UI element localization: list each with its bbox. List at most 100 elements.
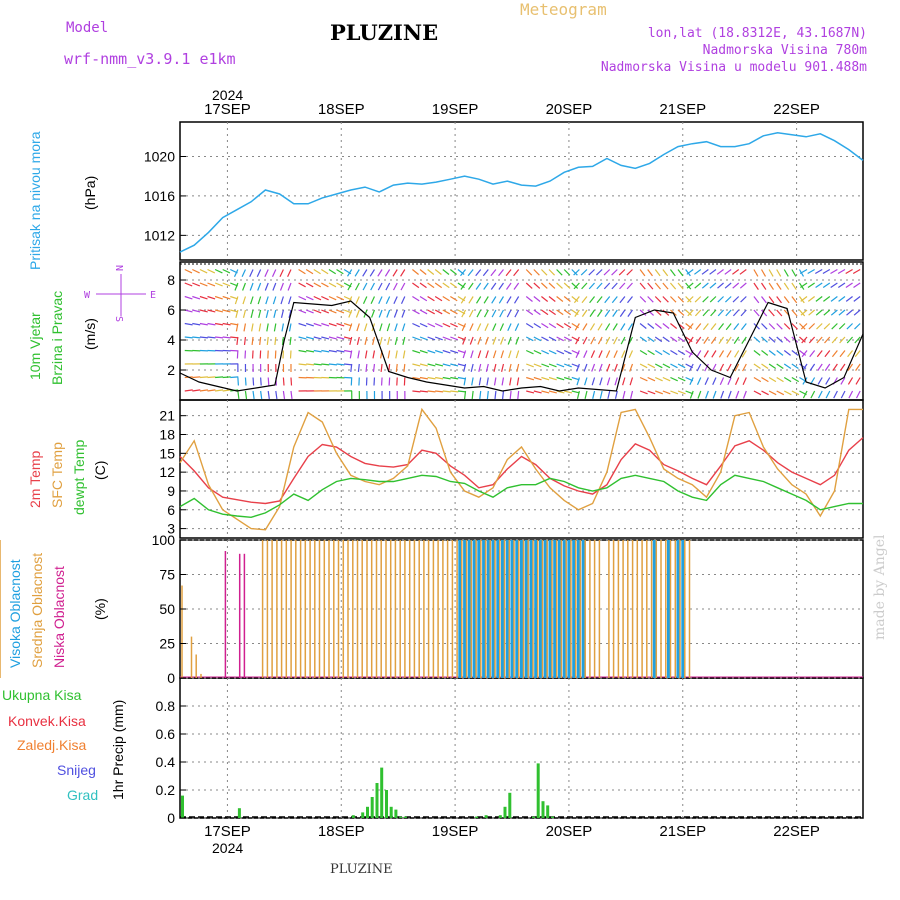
wind-barb bbox=[516, 363, 520, 372]
wind-barb bbox=[817, 363, 823, 371]
wind-barb bbox=[814, 268, 823, 275]
wind-barb bbox=[704, 377, 709, 386]
wind-barb bbox=[207, 389, 216, 392]
wind-barb bbox=[800, 323, 808, 330]
pressure-tick-label: 1016 bbox=[144, 188, 175, 204]
wind-barb bbox=[471, 390, 474, 400]
wind-barb bbox=[412, 390, 421, 393]
wind-barb bbox=[783, 282, 790, 290]
wind-barb bbox=[695, 323, 702, 331]
wind-barb bbox=[573, 282, 580, 290]
wind-barb bbox=[563, 363, 572, 368]
wind-compass: N S W E bbox=[84, 265, 156, 322]
wind-barb bbox=[412, 269, 419, 275]
wind-barb bbox=[541, 390, 550, 394]
wind-barb bbox=[222, 336, 231, 339]
day-label-bottom: 18SEP bbox=[318, 823, 365, 840]
precip-total-bar bbox=[394, 809, 398, 818]
wind-barb bbox=[251, 323, 254, 332]
wind-barb bbox=[346, 269, 353, 277]
wind-barb bbox=[816, 323, 823, 330]
wind-barb bbox=[724, 282, 732, 289]
wind-barb bbox=[687, 296, 694, 303]
wind-barb bbox=[853, 309, 861, 316]
wind-barb bbox=[809, 350, 816, 358]
wind-barb bbox=[596, 282, 603, 290]
model-name: wrf-nmm_v3.9.1 e1km bbox=[64, 50, 236, 68]
wind-barb bbox=[492, 323, 497, 332]
wind-barb bbox=[598, 350, 603, 359]
wind-barb bbox=[287, 269, 292, 278]
wind-barb bbox=[313, 295, 322, 301]
wind-barb bbox=[419, 390, 428, 393]
wind-barb bbox=[596, 296, 603, 304]
wind-barb bbox=[670, 336, 678, 343]
wind-barb bbox=[281, 336, 284, 345]
wind-barb bbox=[298, 295, 307, 301]
wind-barb bbox=[685, 296, 692, 303]
wind-barb bbox=[207, 309, 216, 313]
wind-barb bbox=[222, 309, 231, 313]
wind-barb bbox=[450, 390, 459, 393]
wind-barb bbox=[199, 295, 208, 300]
wind-barb bbox=[541, 309, 549, 316]
wind-barb bbox=[274, 336, 277, 345]
wind-barb bbox=[525, 349, 534, 355]
wind-barb bbox=[702, 323, 709, 331]
wind-barb bbox=[639, 349, 648, 356]
wind-barb bbox=[457, 376, 466, 380]
wind-barb bbox=[791, 309, 798, 317]
wind-barb bbox=[622, 390, 626, 399]
wind-barb bbox=[855, 390, 861, 399]
wind-barb bbox=[717, 296, 724, 303]
wind-barb bbox=[732, 269, 740, 275]
wind-barb bbox=[412, 309, 420, 315]
wind-barb bbox=[753, 309, 760, 317]
wind-barb bbox=[370, 282, 375, 291]
pressure-tick-label: 1012 bbox=[144, 227, 175, 243]
wind-barb bbox=[207, 268, 216, 274]
wind-barb bbox=[515, 336, 520, 345]
wind-barb bbox=[233, 269, 239, 278]
wind-barb bbox=[719, 363, 725, 372]
wind-barb bbox=[685, 282, 692, 290]
wind-barb bbox=[837, 282, 846, 288]
wind-barb bbox=[802, 390, 808, 399]
wind-barb bbox=[541, 363, 550, 368]
wind-barb bbox=[732, 282, 740, 289]
wind-barb bbox=[235, 323, 239, 332]
pressure-tick-label: 1020 bbox=[144, 149, 175, 165]
wind-barb bbox=[533, 349, 542, 355]
day-label-bottom: 19SEP bbox=[432, 823, 479, 840]
wind-barb bbox=[753, 336, 761, 343]
wind-barb bbox=[328, 282, 337, 288]
day-label-top: 17SEP bbox=[204, 101, 251, 118]
wind-barb bbox=[852, 268, 861, 275]
wind-barb bbox=[336, 349, 345, 353]
wind-barb bbox=[379, 323, 383, 332]
wind-barb bbox=[619, 282, 626, 290]
wind-barb bbox=[654, 296, 662, 303]
wind-barb bbox=[491, 296, 497, 304]
wind-barb bbox=[242, 309, 247, 318]
cloud-tick-label: 0 bbox=[167, 670, 175, 686]
wind-barb bbox=[192, 336, 201, 339]
wind-barb bbox=[662, 336, 670, 343]
wind-barb bbox=[734, 377, 740, 386]
wind-barb bbox=[647, 269, 653, 277]
wind-barb bbox=[725, 323, 732, 331]
wind-barb bbox=[242, 296, 247, 305]
wind-barb bbox=[533, 309, 541, 316]
wind-barb bbox=[250, 309, 254, 318]
wind-barb bbox=[492, 350, 497, 359]
wind-barb bbox=[694, 296, 702, 303]
wind-barb bbox=[435, 390, 444, 393]
wind-barb bbox=[515, 350, 520, 359]
wind-tick-label: 4 bbox=[167, 332, 175, 348]
wind-barb bbox=[605, 323, 611, 331]
wind-barb bbox=[461, 323, 467, 332]
wind-barb bbox=[622, 377, 626, 386]
wind-barb bbox=[639, 336, 647, 343]
wind-barb bbox=[800, 282, 808, 288]
wind-barb bbox=[272, 282, 277, 291]
